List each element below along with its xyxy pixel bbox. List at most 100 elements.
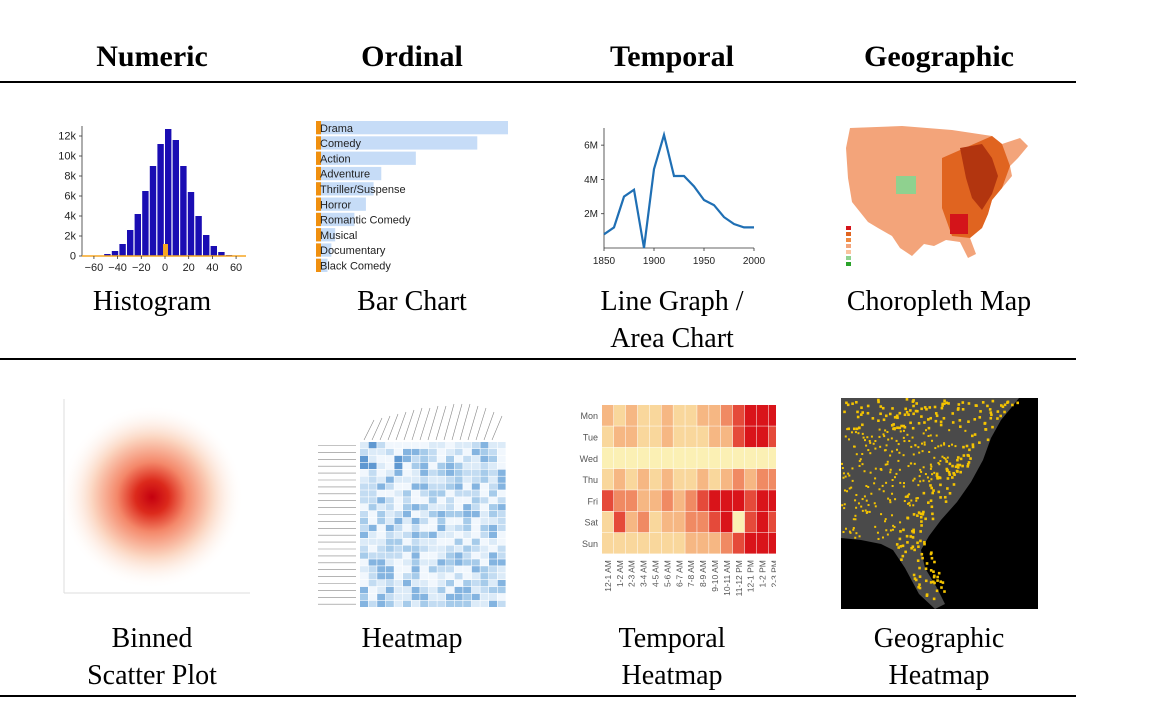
geo-heat-point xyxy=(865,444,868,447)
geo-heat-point xyxy=(941,455,944,458)
heatmap-cell xyxy=(420,573,429,580)
heatmap-cell xyxy=(471,442,480,449)
heatmap-cell xyxy=(454,455,463,463)
heatmap-cell xyxy=(385,593,394,601)
geo-heat-point xyxy=(948,492,952,495)
geo-heat-point xyxy=(856,410,859,414)
temporal-heatmap-cell xyxy=(649,426,661,448)
geo-heat-point xyxy=(946,456,949,459)
heatmap-cell xyxy=(394,538,403,545)
heatmap-cell xyxy=(463,586,472,594)
temporal-heatmap-column-label: 2-3 AM xyxy=(627,560,637,587)
heatmap-cell xyxy=(368,504,377,511)
geo-heat-point xyxy=(857,426,861,430)
heatmap-cell xyxy=(360,448,368,456)
temporal-heatmap-cell xyxy=(756,511,769,533)
geo-heat-point xyxy=(941,404,944,407)
heatmap-cell xyxy=(360,538,368,545)
geo-heat-point xyxy=(919,530,922,533)
heatmap-cell xyxy=(403,462,411,469)
geo-heat-point xyxy=(935,474,939,477)
heatmap-cell xyxy=(428,455,437,463)
geo-heat-point xyxy=(919,512,923,516)
temporal-heatmap-cell xyxy=(637,511,650,533)
heatmap-cell xyxy=(428,524,437,532)
temporal-heatmap-cell xyxy=(697,468,709,490)
temporal-heatmap-cell xyxy=(744,447,757,469)
geo-heat-point xyxy=(885,481,888,484)
heatmap-cell xyxy=(489,586,497,594)
geo-heat-point xyxy=(912,453,915,456)
heatmap-cell xyxy=(446,483,454,490)
temporal-heatmap-cell xyxy=(697,532,709,554)
geo-heat-point xyxy=(889,468,892,471)
geo-heat-point xyxy=(956,470,959,473)
heatmap-cell xyxy=(497,566,506,573)
geo-heat-point xyxy=(932,489,935,492)
heatmap-cell xyxy=(497,442,506,449)
heatmap-cell xyxy=(360,531,368,538)
bar-chart-bar-accent xyxy=(316,151,321,165)
heatmap-cell xyxy=(480,559,489,566)
histogram-bar xyxy=(165,129,172,256)
geo-heat-point xyxy=(940,444,943,447)
geo-heat-point xyxy=(858,535,861,538)
heatmap-cell xyxy=(403,538,411,545)
heatmap-cell xyxy=(489,483,497,490)
geo-heat-point xyxy=(915,402,918,405)
heatmap-cell xyxy=(394,580,403,587)
geo-heat-point xyxy=(939,420,943,424)
geo-heat-point xyxy=(885,529,888,532)
heatmap-cell xyxy=(377,476,386,483)
heatmap-cell xyxy=(385,483,394,490)
heatmap-cell xyxy=(403,559,411,566)
geo-heat-point xyxy=(946,468,949,472)
heatmap-cell xyxy=(428,490,437,497)
temporal-heatmap-cell xyxy=(661,468,673,490)
geo-heat-point xyxy=(915,497,918,500)
temporal-heatmap-cell xyxy=(661,405,673,426)
heatmap-cell xyxy=(360,559,368,566)
heatmap-cell xyxy=(497,586,506,594)
heatmap-cell xyxy=(411,483,420,490)
geo-heat-point xyxy=(870,492,873,495)
geo-heat-point xyxy=(918,586,922,590)
temporal-heatmap-cell xyxy=(685,447,697,469)
temporal-heatmap-cell xyxy=(637,447,650,469)
heatmap-cell xyxy=(471,586,480,594)
heatmap-cell xyxy=(420,566,429,573)
heatmap-cell xyxy=(437,552,446,559)
geo-heat-point xyxy=(929,416,933,420)
heatmap-cell xyxy=(454,524,463,532)
heatmap-cell xyxy=(437,455,446,463)
geo-heat-point xyxy=(928,406,932,409)
geo-heat-point xyxy=(874,447,877,450)
heatmap-cell xyxy=(446,504,454,511)
heatmap-cell xyxy=(411,511,420,518)
geo-heat-point xyxy=(922,432,925,435)
temporal-heatmap-cell xyxy=(709,511,721,533)
heatmap-cell xyxy=(411,593,420,601)
caption-geographic-heatmap-line1: Geographic xyxy=(873,623,1005,654)
geo-heat-point xyxy=(892,423,895,426)
geo-heat-point xyxy=(854,431,857,434)
heatmap-cell xyxy=(377,442,386,449)
geo-heat-point xyxy=(908,501,911,504)
histogram-bar xyxy=(104,254,111,256)
bar-chart-category-label: Romantic Comedy xyxy=(320,215,411,227)
heatmap-cell xyxy=(480,600,489,607)
heatmap-cell xyxy=(385,469,394,476)
heatmap-cell xyxy=(463,545,472,552)
geo-heat-point xyxy=(958,419,962,422)
geo-heat-point xyxy=(928,480,931,483)
temporal-heatmap-row-label: Fri xyxy=(588,496,599,506)
heatmap-cell xyxy=(385,580,394,587)
heatmap-cell xyxy=(403,600,411,607)
heatmap-cell xyxy=(385,566,394,573)
histogram-y-tick-label: 10k xyxy=(58,151,76,163)
histogram-x-tick-label: −60 xyxy=(85,262,104,274)
geo-heat-point xyxy=(893,476,896,479)
temporal-heatmap-cell xyxy=(768,426,776,448)
geo-heat-point xyxy=(921,512,925,516)
heatmap-cell xyxy=(480,490,489,497)
